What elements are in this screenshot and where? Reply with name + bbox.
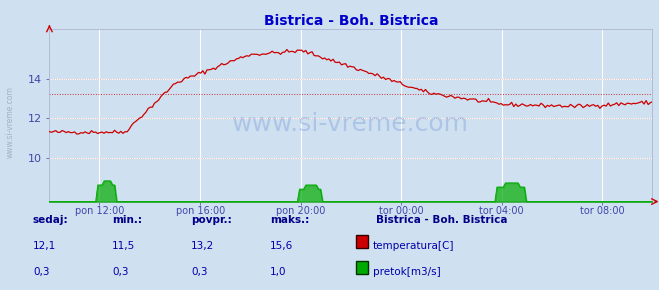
Text: maks.:: maks.: — [270, 215, 310, 224]
Text: 0,3: 0,3 — [33, 267, 49, 277]
Text: 0,3: 0,3 — [191, 267, 208, 277]
Text: temperatura[C]: temperatura[C] — [373, 241, 455, 251]
Text: www.si-vreme.com: www.si-vreme.com — [5, 86, 14, 158]
Text: 0,3: 0,3 — [112, 267, 129, 277]
Text: povpr.:: povpr.: — [191, 215, 232, 224]
Text: min.:: min.: — [112, 215, 142, 224]
Text: sedaj:: sedaj: — [33, 215, 69, 224]
Text: Bistrica - Boh. Bistrica: Bistrica - Boh. Bistrica — [376, 215, 507, 224]
Text: 13,2: 13,2 — [191, 241, 214, 251]
Title: Bistrica - Boh. Bistrica: Bistrica - Boh. Bistrica — [264, 14, 438, 28]
Text: 12,1: 12,1 — [33, 241, 56, 251]
Text: www.si-vreme.com: www.si-vreme.com — [233, 112, 469, 136]
Text: 1,0: 1,0 — [270, 267, 287, 277]
Text: 15,6: 15,6 — [270, 241, 293, 251]
Text: 11,5: 11,5 — [112, 241, 135, 251]
Text: pretok[m3/s]: pretok[m3/s] — [373, 267, 441, 277]
